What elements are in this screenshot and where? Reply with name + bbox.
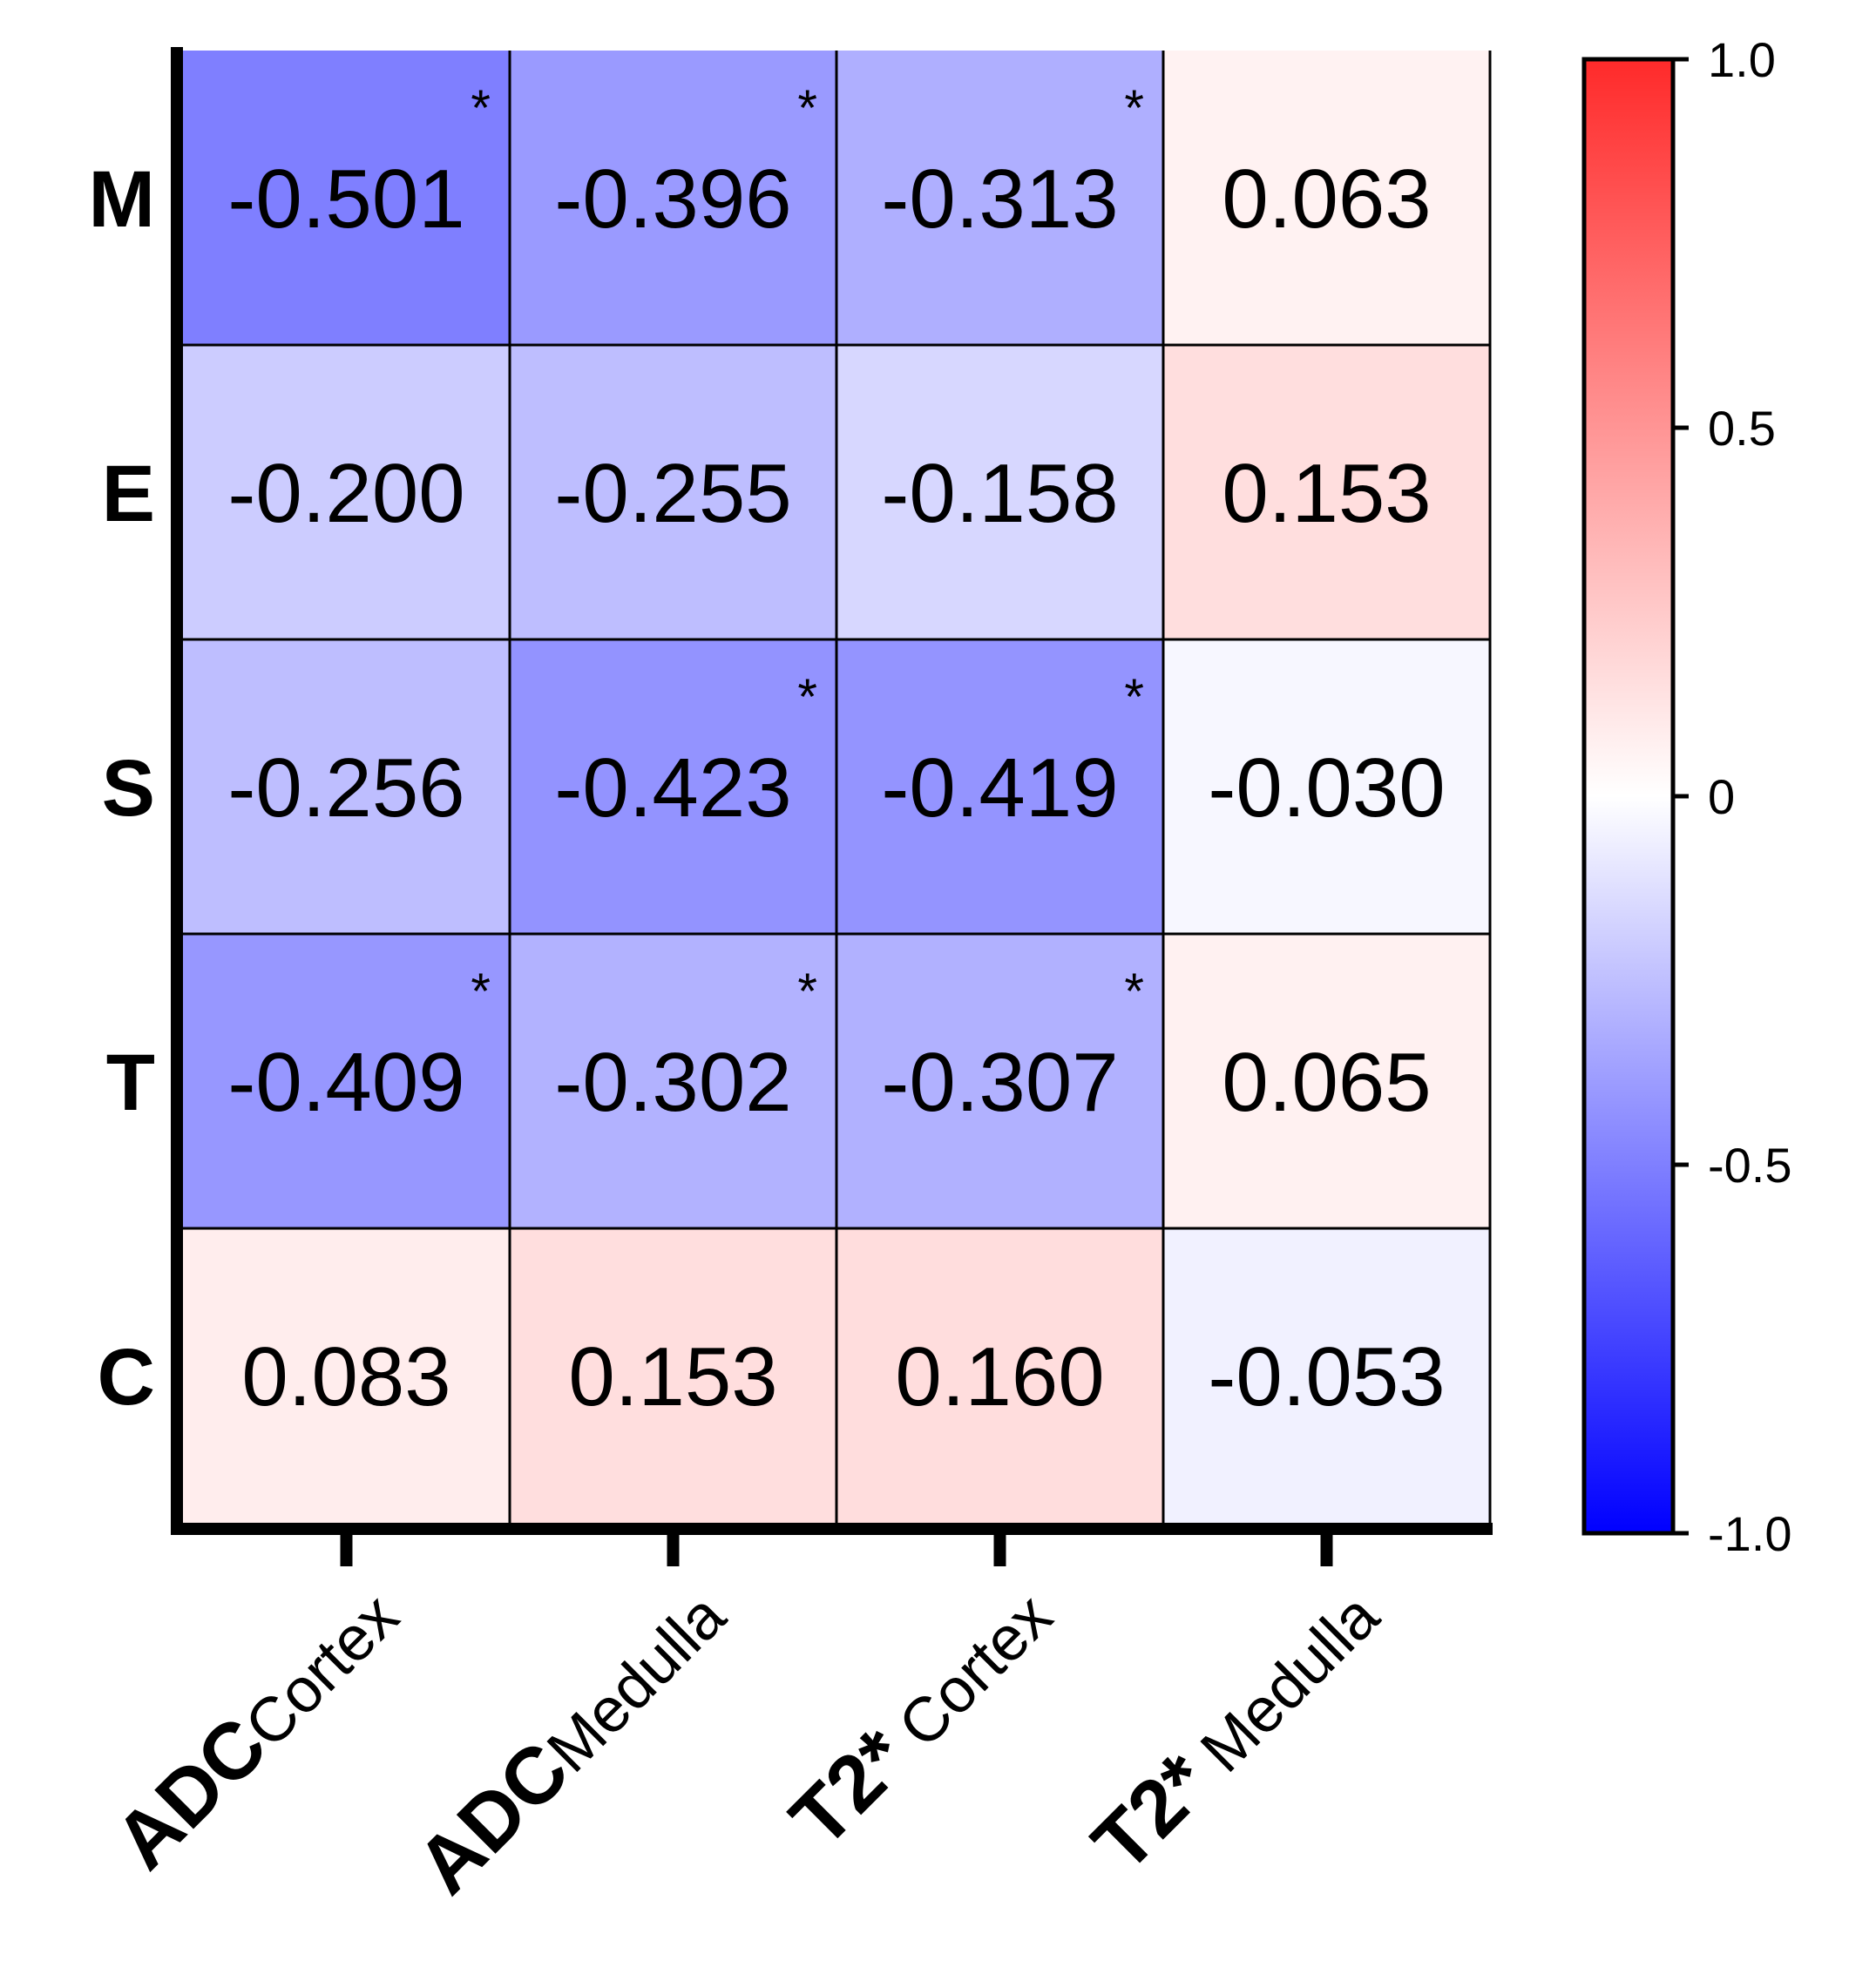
significance-star: * <box>797 669 817 726</box>
cell-value-label: -0.256 <box>227 741 464 835</box>
cell-value-label: -0.255 <box>554 447 791 540</box>
column-label-text: ADCCortex <box>98 1570 415 1886</box>
row-label-S: S <box>102 744 155 833</box>
heatmap-cell-E-4 <box>1163 345 1490 639</box>
significance-star: * <box>1124 963 1144 1020</box>
heatmap-cell-M-4 <box>1163 51 1490 345</box>
significance-star: * <box>797 80 817 137</box>
column-label-text: T2* Cortex <box>774 1570 1067 1863</box>
heatmap-cell-T-3 <box>836 934 1163 1228</box>
cell-value-label: 0.160 <box>895 1330 1104 1423</box>
cell-value-label: 0.153 <box>568 1330 777 1423</box>
cell-value-label: -0.200 <box>227 447 464 540</box>
heatmap-cell-C-3 <box>836 1228 1163 1523</box>
colorbar-tick-label: -1.0 <box>1708 1506 1792 1561</box>
cell-value-label: -0.501 <box>227 152 464 246</box>
row-label-E: E <box>102 450 155 538</box>
heatmap-cell-M-3 <box>836 51 1163 345</box>
column-label-1: ADCCortex <box>98 1570 415 1886</box>
cell-value-label: 0.083 <box>241 1330 450 1423</box>
heatmap-cell-T-4 <box>1163 934 1490 1228</box>
column-label-text: T2* Medulla <box>1076 1569 1395 1888</box>
heatmap-cell-C-1 <box>183 1228 510 1523</box>
cell-value-label: 0.065 <box>1222 1036 1431 1129</box>
column-label-text: ADCMedulla <box>400 1569 742 1910</box>
colorbar-tick-label: -0.5 <box>1708 1138 1792 1193</box>
column-label-4: T2* Medulla <box>1076 1569 1395 1889</box>
cell-value-label: -0.423 <box>554 741 791 835</box>
cell-value-label: -0.053 <box>1208 1330 1445 1423</box>
heatmap-cell-S-1 <box>183 639 510 934</box>
heatmap-cell-S-2 <box>510 639 836 934</box>
cell-value-label: -0.409 <box>227 1036 464 1129</box>
column-label-sub: Medulla <box>534 1580 740 1786</box>
heatmap-cell-E-3 <box>836 345 1163 639</box>
column-label-3: T2* Cortex <box>774 1570 1067 1864</box>
heatmap-cell-C-2 <box>510 1228 836 1523</box>
row-label-M: M <box>88 155 155 244</box>
colorbar-tick-label: 1.0 <box>1708 32 1776 87</box>
heatmap-cell-T-2 <box>510 934 836 1228</box>
heatmap-cell-T-1 <box>183 934 510 1228</box>
heatmap-cell-M-1 <box>183 51 510 345</box>
cell-value-label: -0.158 <box>881 447 1118 540</box>
significance-star: * <box>471 963 491 1020</box>
column-label-sub: Medulla <box>1175 1580 1393 1798</box>
significance-star: * <box>797 963 817 1020</box>
cell-value-label: -0.030 <box>1208 741 1445 835</box>
cell-value-label: -0.313 <box>881 152 1118 246</box>
cell-value-label: -0.307 <box>881 1036 1118 1129</box>
cell-value-label: -0.302 <box>554 1036 791 1129</box>
heatmap-cell-E-2 <box>510 345 836 639</box>
row-label-T: T <box>106 1038 155 1127</box>
heatmap-cell-C-4 <box>1163 1228 1490 1523</box>
significance-star: * <box>471 80 491 137</box>
heatmap-cell-E-1 <box>183 345 510 639</box>
significance-star: * <box>1124 80 1144 137</box>
heatmap-cell-M-2 <box>510 51 836 345</box>
column-label-sub: Cortex <box>873 1581 1066 1774</box>
heatmap-cell-S-3 <box>836 639 1163 934</box>
cell-value-label: -0.396 <box>554 152 791 246</box>
column-label-2: ADCMedulla <box>400 1569 742 1910</box>
significance-star: * <box>1124 669 1144 726</box>
colorbar-tick-label: 0.5 <box>1708 401 1776 456</box>
column-label-sub: Cortex <box>232 1581 412 1761</box>
cell-value-label: 0.153 <box>1222 447 1431 540</box>
colorbar <box>1581 57 1676 1536</box>
heatmap-cell-S-4 <box>1163 639 1490 934</box>
row-label-C: C <box>98 1333 155 1422</box>
colorbar-tick-label: 0 <box>1708 769 1735 824</box>
cell-value-label: 0.063 <box>1222 152 1431 246</box>
cell-value-label: -0.419 <box>881 741 1118 835</box>
